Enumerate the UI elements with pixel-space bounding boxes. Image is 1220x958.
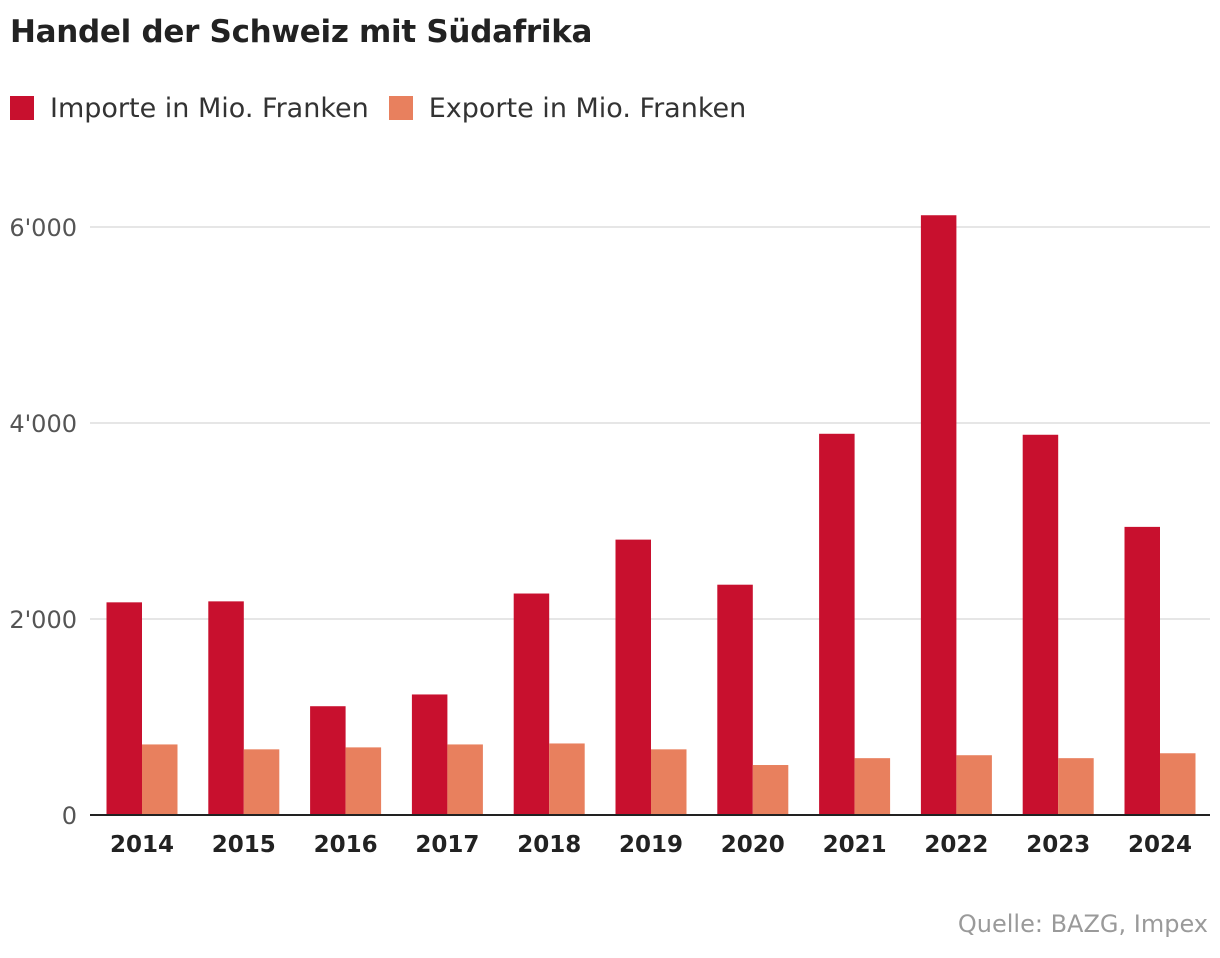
bar-exports-2017: [447, 744, 483, 815]
y-tick-label-4000: 4'000: [9, 410, 77, 438]
x-tick-label-2022: 2022: [924, 832, 988, 858]
bar-imports-2021: [819, 433, 855, 815]
x-tick-label-2021: 2021: [823, 832, 887, 858]
legend: Importe in Mio. Franken Exporte in Mio. …: [10, 88, 766, 128]
x-tick-label-2015: 2015: [212, 832, 276, 858]
bar-chart: 0 2'000 4'000 6'000 2014 2015 2016 2017 2018 2019…: [9, 214, 1210, 858]
bar-imports-2014: [106, 602, 142, 815]
bar-exports-2021: [854, 758, 891, 815]
bar-imports-2022: [920, 215, 957, 816]
x-tick-label-2017: 2017: [415, 832, 479, 858]
bar-exports-2019: [651, 749, 687, 815]
y-tick-label-6000: 6'000: [9, 214, 77, 242]
bar-imports-2023: [1022, 434, 1059, 815]
bar-imports-2017: [411, 694, 448, 815]
x-tick-label-2014: 2014: [110, 832, 174, 858]
x-tick-label-2024: 2024: [1128, 832, 1192, 858]
x-tick-label-2023: 2023: [1026, 832, 1090, 858]
bar-imports-2020: [717, 584, 753, 815]
bar-exports-2023: [1058, 758, 1094, 815]
bar-imports-2015: [208, 601, 244, 815]
legend-label-imports: Importe in Mio. Franken: [50, 92, 369, 124]
bar-imports-2019: [615, 539, 651, 815]
legend-swatch-exports: [388, 96, 413, 120]
bar-imports-2018: [513, 593, 550, 815]
x-tick-label-2020: 2020: [721, 832, 785, 858]
bar-imports-2024: [1124, 526, 1160, 815]
legend-label-exports: Exporte in Mio. Franken: [428, 92, 747, 124]
bar-exports-2015: [243, 749, 280, 815]
x-tick-label-2016: 2016: [314, 832, 378, 858]
legend-item-imports: Importe in Mio. Franken: [10, 93, 369, 124]
bar-exports-2016: [345, 747, 382, 815]
y-tick-label-0: 0: [62, 802, 77, 830]
chart-title: Handel der Schweiz mit Südafrika: [10, 14, 593, 50]
legend-item-exports: Exporte in Mio. Franken: [388, 92, 747, 124]
x-tick-label-2018: 2018: [517, 832, 581, 858]
bar-exports-2022: [956, 755, 992, 815]
x-tick-label-2019: 2019: [619, 832, 683, 858]
bar-imports-2016: [310, 706, 346, 815]
y-tick-label-2000: 2'000: [9, 606, 77, 634]
bar-exports-2020: [752, 765, 789, 815]
legend-swatch-imports: [10, 96, 34, 120]
source-note: Quelle: BAZG, Impex: [957, 910, 1208, 938]
bar-exports-2024: [1160, 753, 1196, 815]
bar-exports-2018: [549, 743, 585, 815]
bar-exports-2014: [142, 744, 178, 815]
